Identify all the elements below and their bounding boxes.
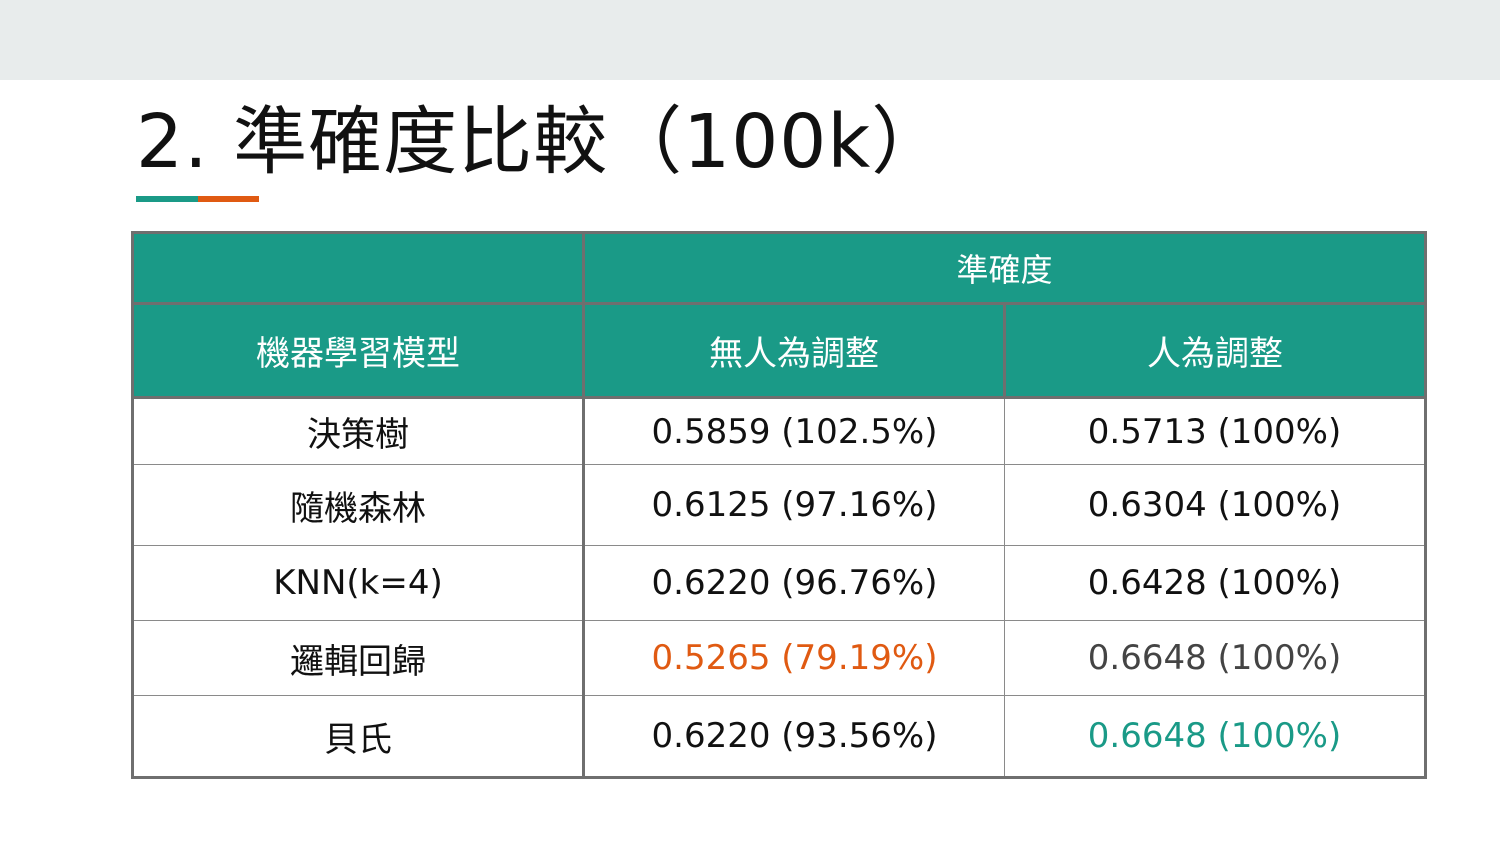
table-row: 隨機森林 0.6125 (97.16%) 0.6304 (100%)	[131, 464, 1428, 546]
model-name: 邏輯回歸	[131, 620, 585, 696]
table-row: 貝氏 0.6220 (93.56%) 0.6648 (100%)	[131, 695, 1428, 779]
column-header-row: 機器學習模型 無人為調整 人為調整	[131, 302, 1428, 399]
group-header-accuracy: 準確度	[581, 231, 1428, 305]
no-adjust-value: 0.6125 (97.16%)	[583, 464, 1005, 546]
adjust-value: 0.6648 (100%)	[1003, 620, 1428, 696]
group-header-empty	[131, 231, 585, 305]
table-row: 邏輯回歸 0.5265 (79.19%) 0.6648 (100%)	[131, 620, 1428, 696]
slide-title: 2. 準確度比較（100k）	[136, 99, 947, 185]
model-name: KNN(k=4)	[131, 545, 585, 621]
column-header-adjust: 人為調整	[1002, 302, 1428, 399]
table-row: KNN(k=4) 0.6220 (96.76%) 0.6428 (100%)	[131, 545, 1428, 621]
model-name: 決策樹	[131, 397, 585, 465]
group-header-row: 準確度	[131, 231, 1428, 305]
no-adjust-value: 0.6220 (96.76%)	[583, 545, 1005, 621]
no-adjust-value: 0.6220 (93.56%)	[583, 695, 1005, 779]
column-header-model: 機器學習模型	[131, 302, 585, 399]
title-underline-teal	[136, 196, 198, 202]
title-underline-orange	[198, 196, 259, 202]
accuracy-table: 準確度 機器學習模型 無人為調整 人為調整 決策樹 0.5859 (102.5%…	[131, 231, 1428, 779]
adjust-value: 0.5713 (100%)	[1003, 397, 1428, 465]
table-row: 決策樹 0.5859 (102.5%) 0.5713 (100%)	[131, 397, 1428, 465]
column-header-no-adjust: 無人為調整	[582, 302, 1006, 399]
model-name: 隨機森林	[131, 464, 585, 546]
top-band	[0, 0, 1500, 80]
no-adjust-value: 0.5265 (79.19%)	[583, 620, 1005, 696]
adjust-value: 0.6304 (100%)	[1003, 464, 1428, 546]
adjust-value: 0.6428 (100%)	[1003, 545, 1428, 621]
no-adjust-value: 0.5859 (102.5%)	[583, 397, 1005, 465]
model-name: 貝氏	[131, 695, 585, 779]
adjust-value: 0.6648 (100%)	[1003, 695, 1428, 779]
